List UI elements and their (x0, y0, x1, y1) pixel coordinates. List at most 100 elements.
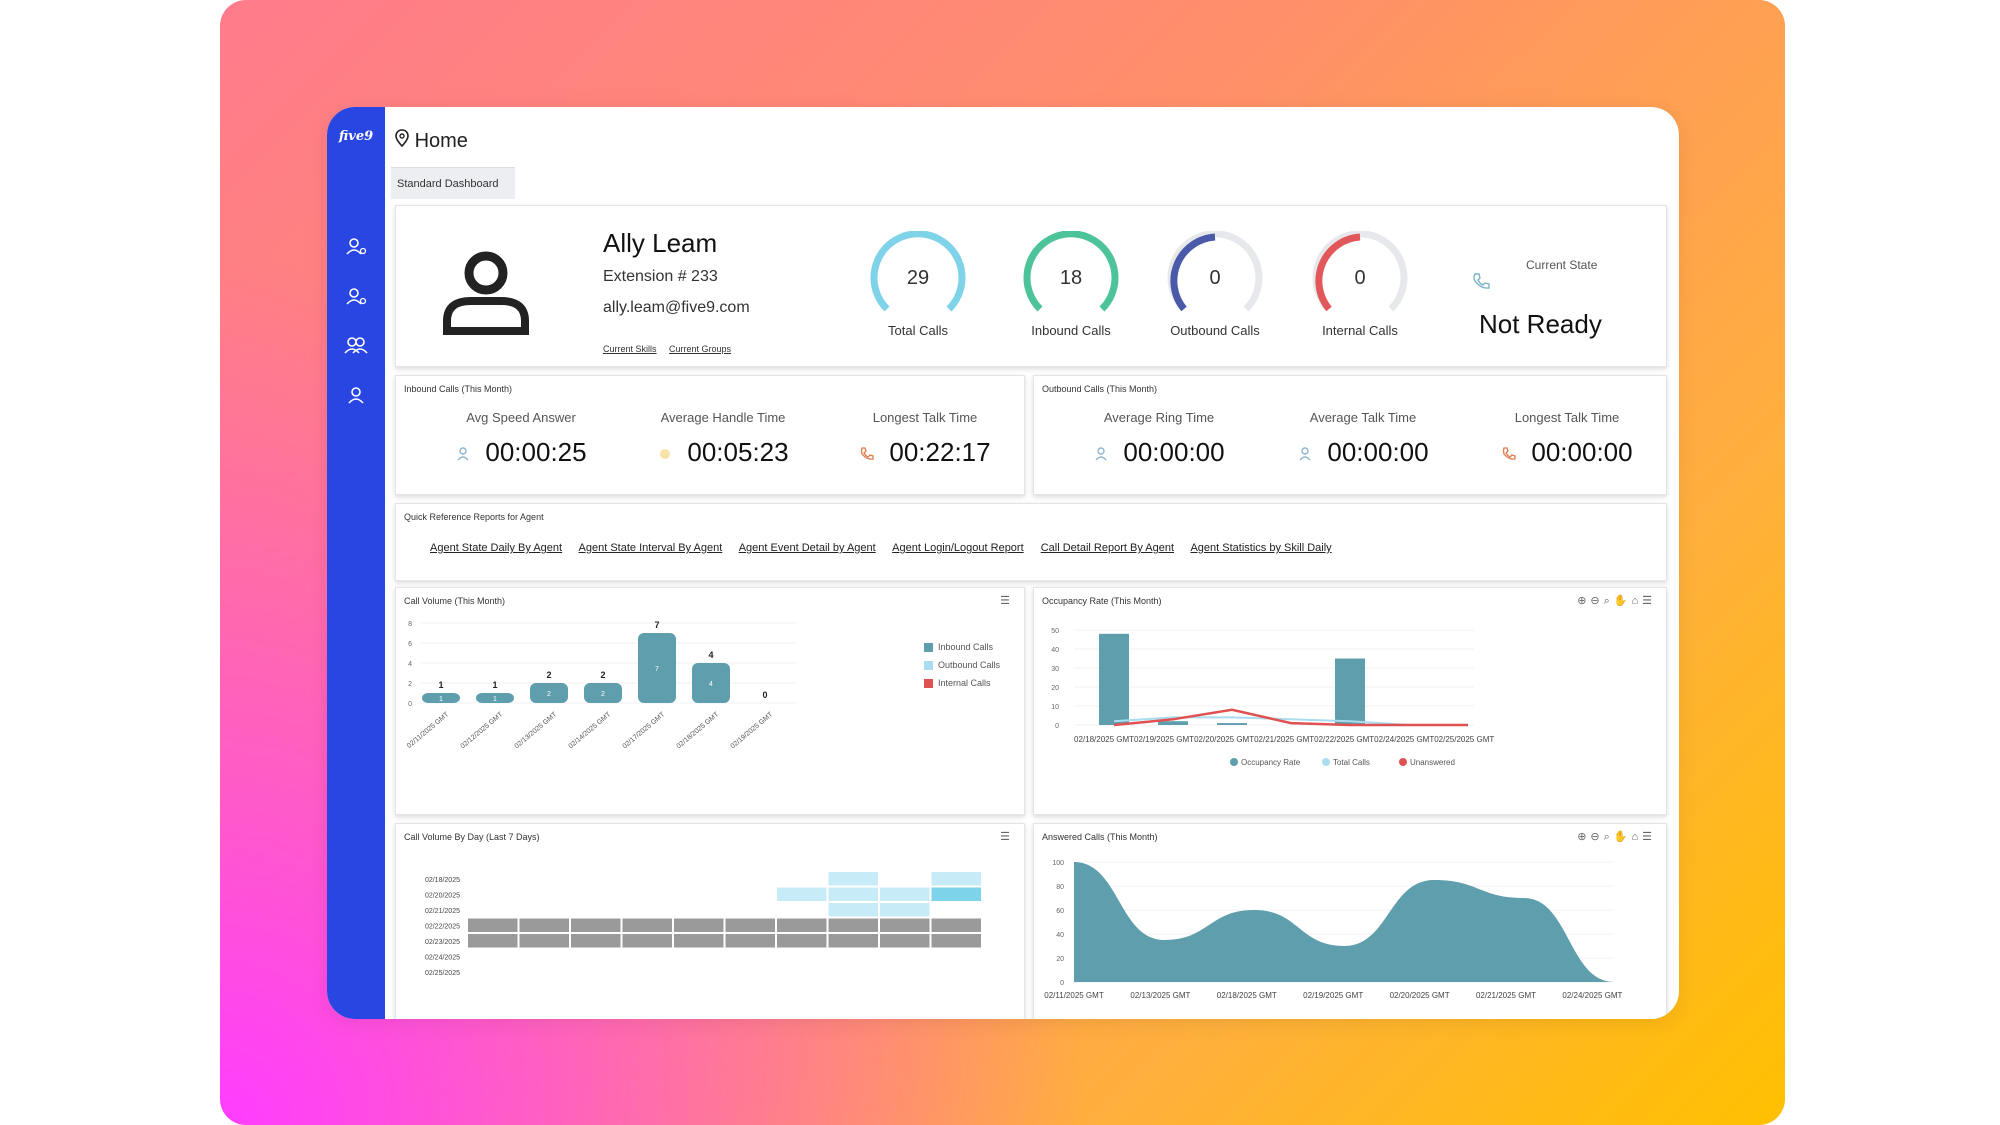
metric-label: Average Handle Time (660, 410, 786, 425)
report-links: Agent State Daily By Agent Agent State I… (430, 542, 1346, 554)
metric-label: Longest Talk Time (1514, 410, 1620, 425)
agent-icon[interactable] (341, 235, 371, 259)
x-tick-label: 02/18/2025 GMT (676, 711, 721, 751)
heat-cell (777, 918, 827, 932)
metric-average-talk-time: Average Talk Time 00:00:00 (1268, 410, 1458, 468)
metric-average-ring-time: Average Ring Time 00:00:00 (1064, 410, 1254, 468)
legend-label: Inbound Calls (938, 642, 994, 652)
agent-icon (1299, 447, 1311, 461)
agent-stats-icon[interactable] (341, 285, 371, 309)
tab-standard-dashboard[interactable]: Standard Dashboard (391, 167, 515, 199)
panel-title: Outbound Calls (This Month) (1042, 384, 1158, 394)
metric-value: 00:00:00 (1123, 437, 1225, 467)
panel-title: Call Volume By Day (Last 7 Days) (404, 832, 540, 842)
agent-email: ally.leam@five9.com (603, 299, 750, 316)
metric-label: Longest Talk Time (872, 410, 978, 425)
sidebar: five9 (327, 107, 385, 1019)
data-label: 4 (708, 650, 713, 660)
chart-toolbar[interactable]: ⊕⊖⌕✋⌂☰ (1577, 595, 1656, 607)
report-link[interactable]: Agent Event Detail by Agent (738, 542, 876, 554)
y-tick-label: 20 (1051, 685, 1059, 692)
heat-cell (931, 872, 981, 886)
row-label: 02/22/2025 (425, 924, 460, 931)
y-tick-label: 20 (1056, 956, 1064, 963)
call-volume-chart: 0 2 4 6 8 1 1 02/11/2025 GMT 1 1 02/12/2025 GMT 2 2 0… (406, 620, 796, 751)
panel-title: Occupancy Rate (This Month) (1042, 596, 1162, 606)
agent-icon (1095, 447, 1107, 461)
chart-legend: Inbound Calls Outbound Calls Internal Ca… (924, 642, 1000, 696)
heat-cell (622, 934, 672, 948)
heat-cell (931, 934, 981, 948)
report-link[interactable]: Call Detail Report By Agent (1040, 542, 1175, 554)
clock-icon (660, 449, 671, 460)
bar-inner-label: 1 (493, 696, 497, 703)
row-label: 02/21/2025 (425, 908, 460, 915)
y-tick-label: 0 (408, 701, 412, 708)
heat-cell (931, 918, 981, 932)
gauge-internal-calls: 0 Internal Calls (1310, 231, 1410, 338)
current-groups-link[interactable]: Current Groups (669, 344, 732, 354)
panel-title: Call Volume (This Month) (404, 596, 506, 606)
y-tick-label: 10 (1051, 704, 1059, 711)
metric-average-handle-time: Average Handle Time 00:05:23 (628, 410, 818, 468)
heat-cell (468, 918, 518, 932)
report-link[interactable]: Agent Login/Logout Report (892, 542, 1024, 554)
x-axis-labels: 02/18/2025 GMT02/19/2025 GMT02/20/2025 G… (1074, 735, 1494, 744)
legend-label: Unanswered (1410, 758, 1455, 767)
gauge-label: Internal Calls (1322, 323, 1398, 338)
row-label: 02/18/2025 (425, 877, 460, 884)
row-label: 02/20/2025 (425, 893, 460, 900)
x-tick-label: 02/11/2025 GMT (406, 711, 451, 750)
bar (1335, 658, 1365, 725)
metric-avg-speed-answer: Avg Speed Answer 00:00:25 (426, 410, 616, 468)
bar-inner-label: 1 (439, 696, 443, 703)
current-state-label: Current State (1526, 258, 1598, 272)
call-volume-heatmap: 02/18/2025 02/20/2025 02/21/2025 02/22/2025… (425, 872, 981, 977)
legend-label: Outbound Calls (938, 660, 1001, 671)
occupancy-rate-chart: 0 10 20 30 40 50 02/18/2025 GMT02/19/2025 GMT0… (1051, 628, 1494, 767)
gauge-label: Inbound Calls (1031, 323, 1111, 338)
y-tick-label: 0 (1060, 980, 1064, 987)
heat-cell (880, 887, 930, 901)
current-skills-link[interactable]: Current Skills (603, 344, 657, 354)
bar-inner-label: 2 (547, 691, 551, 698)
team-icon[interactable] (341, 334, 371, 358)
report-link[interactable]: Agent State Interval By Agent (578, 542, 723, 554)
row-label: 02/24/2025 (425, 955, 460, 962)
metric-value: 00:22:17 (889, 437, 991, 467)
phone-icon (861, 447, 875, 460)
chart-menu-icon[interactable]: ☰ (1000, 595, 1014, 607)
heat-cell (725, 918, 775, 932)
x-tick-label: 02/24/2025 GMT (1562, 991, 1622, 1000)
x-tick-label: 02/19/2025 GMT (1303, 991, 1363, 1000)
data-label: 7 (654, 620, 659, 630)
row-label: 02/25/2025 (425, 970, 460, 977)
gauge-value: 29 (906, 267, 930, 289)
report-link[interactable]: Agent Statistics by Skill Daily (1190, 542, 1332, 554)
gauge-total-calls: 29 Total Calls (868, 231, 968, 338)
legend-marker (1230, 758, 1238, 766)
answered-calls-panel: Answered Calls (This Month) ⊕⊖⌕✋⌂☰ 0 20 40… (1033, 823, 1667, 1019)
heat-cell (880, 903, 930, 917)
heat-cell (828, 934, 878, 948)
heat-cell (828, 872, 878, 886)
panel-title: Answered Calls (This Month) (1042, 832, 1158, 842)
user-icon[interactable] (341, 384, 371, 408)
y-tick-label: 0 (1055, 723, 1059, 730)
data-label: 2 (600, 670, 605, 680)
x-tick-label: 02/20/2025 GMT (1390, 991, 1450, 1000)
bar (638, 633, 676, 703)
x-tick-label: 02/19/2025 GMT (730, 711, 775, 751)
chart-menu-icon[interactable]: ☰ (1000, 831, 1014, 843)
heat-cell (519, 934, 569, 948)
y-tick-label: 60 (1056, 908, 1064, 915)
bar (476, 693, 514, 703)
chart-toolbar[interactable]: ⊕⊖⌕✋⌂☰ (1577, 831, 1656, 843)
bar (530, 683, 568, 703)
agent-panel: Ally Leam Extension # 233 ally.leam@five… (395, 205, 1667, 367)
y-tick-label: 40 (1051, 647, 1059, 654)
heat-cell (931, 887, 981, 901)
series-line (1113, 708, 1468, 727)
location-pin-icon (395, 129, 409, 148)
report-link[interactable]: Agent State Daily By Agent (430, 542, 563, 554)
